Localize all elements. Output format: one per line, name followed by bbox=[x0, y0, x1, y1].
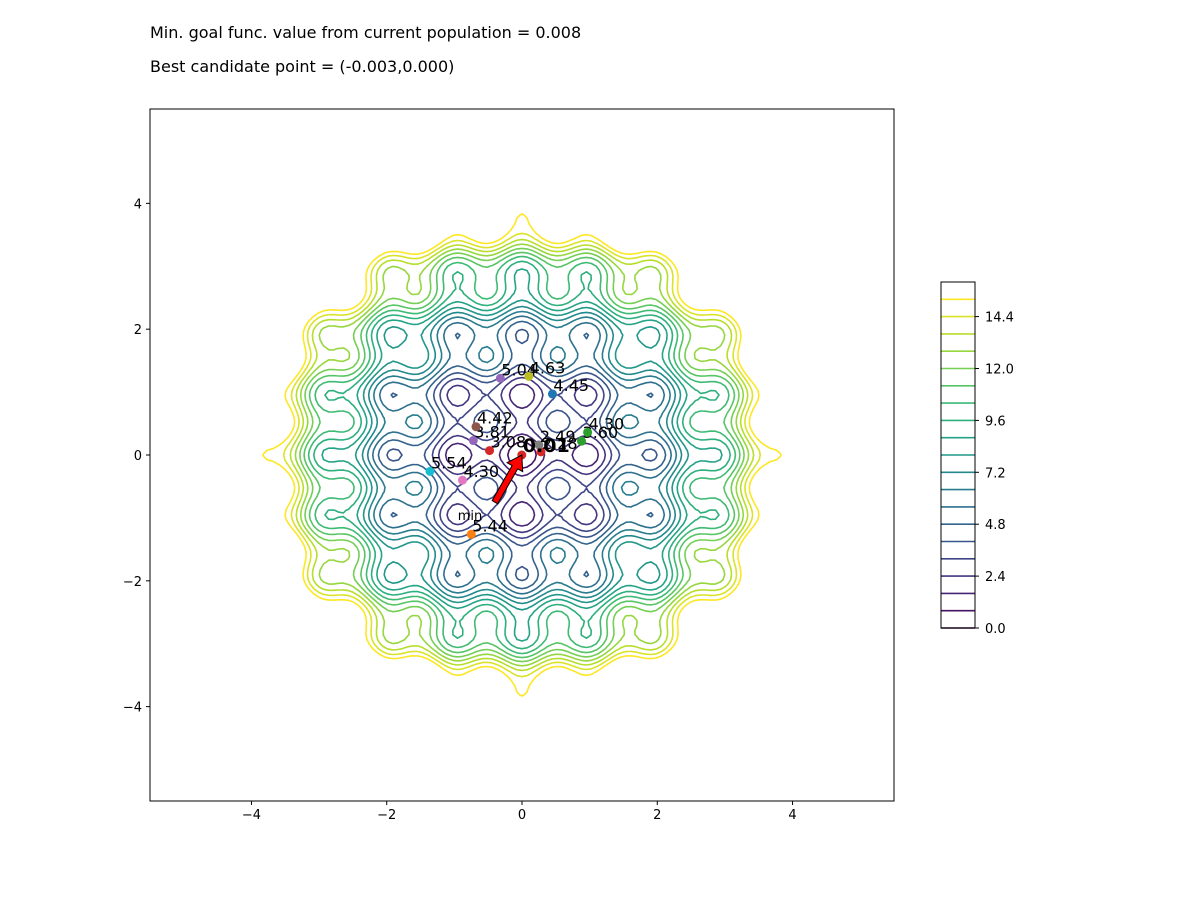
population-point bbox=[466, 529, 476, 539]
population-point bbox=[583, 427, 593, 437]
x-tick-label: 4 bbox=[788, 808, 796, 823]
contour-level bbox=[307, 255, 737, 655]
contour-level bbox=[354, 299, 690, 611]
colorbar: 0.0 2.4 4.8 7.2 9.6 12.0 14.4 bbox=[940, 281, 1014, 637]
point-value-label: 4.30 bbox=[589, 414, 625, 433]
contour-level bbox=[386, 328, 658, 582]
contour-level bbox=[431, 370, 613, 540]
population-point bbox=[536, 447, 546, 457]
population-point bbox=[524, 371, 534, 381]
axes: −4 −2 0 2 4 −4 −2 0 2 4 bbox=[123, 197, 797, 823]
contour-level bbox=[289, 238, 755, 672]
population-point bbox=[495, 373, 505, 383]
point-value-label: 5.54 bbox=[431, 453, 467, 472]
point-value-label: 3.60 bbox=[583, 423, 619, 442]
contour-level bbox=[372, 315, 672, 595]
population-point bbox=[547, 389, 557, 399]
contour-level bbox=[282, 232, 762, 678]
contour-level bbox=[303, 251, 741, 659]
population-point bbox=[457, 475, 467, 485]
point-value-label: 4.45 bbox=[553, 376, 589, 395]
population-points: 4.455.443.604.303.08 2.283.815.044.424.30… bbox=[425, 358, 625, 539]
colorbar-tick-label: 4.8 bbox=[985, 518, 1006, 533]
colorbar-tick-label: 7.2 bbox=[985, 466, 1006, 481]
point-value-label: 2.49 bbox=[540, 427, 576, 446]
point-value-label: 0.01 bbox=[523, 435, 570, 457]
contour-level bbox=[299, 247, 745, 663]
population-point bbox=[577, 436, 587, 446]
y-tick-label: −4 bbox=[123, 701, 142, 716]
x-tick-label: −4 bbox=[242, 808, 261, 823]
point-value-label: 4.63 bbox=[530, 358, 566, 377]
point-value-label: 2.28 bbox=[542, 434, 578, 453]
x-tick-label: 0 bbox=[518, 808, 526, 823]
population-point bbox=[485, 446, 495, 456]
population-min-value-text: Min. goal func. value from current popul… bbox=[150, 23, 582, 42]
point-value-label: 3.81 bbox=[474, 423, 510, 442]
contour-level bbox=[366, 310, 678, 600]
y-tick-label: 0 bbox=[134, 449, 142, 464]
y-tick-label: 4 bbox=[134, 197, 142, 212]
colorbar-tick-label: 12.0 bbox=[985, 363, 1014, 378]
point-value-label: 3.08 bbox=[491, 433, 527, 452]
point-value-label: 4.42 bbox=[477, 409, 513, 428]
colorbar-tick-label: 2.4 bbox=[985, 570, 1006, 585]
colorbar-tick-label: 14.4 bbox=[985, 311, 1014, 326]
min-arrow bbox=[491, 454, 524, 505]
point-value-label: 4.30 bbox=[463, 462, 499, 481]
colorbar-tick-label: 9.6 bbox=[985, 414, 1006, 429]
contour-level bbox=[321, 268, 723, 642]
population-point bbox=[534, 440, 544, 450]
colorbar-tick-label: 0.0 bbox=[985, 622, 1006, 637]
x-tick-label: 2 bbox=[653, 808, 661, 823]
y-tick-label: −2 bbox=[123, 575, 142, 590]
population-point bbox=[468, 436, 478, 446]
contour-level bbox=[262, 213, 782, 697]
contour-level bbox=[361, 305, 683, 605]
colorbar-frame bbox=[940, 281, 976, 629]
point-value-label: 5.44 bbox=[472, 516, 508, 535]
min-annotation-label: min bbox=[458, 509, 483, 524]
x-tick-label: −2 bbox=[377, 808, 396, 823]
population-point bbox=[471, 422, 481, 432]
best-candidate-text: Best candidate point = (-0.003,0.000) bbox=[150, 57, 455, 76]
contour-level bbox=[294, 243, 750, 667]
contour-level bbox=[313, 260, 731, 650]
y-tick-label: 2 bbox=[134, 323, 142, 338]
contour-level bbox=[377, 320, 667, 590]
population-point bbox=[425, 466, 435, 476]
